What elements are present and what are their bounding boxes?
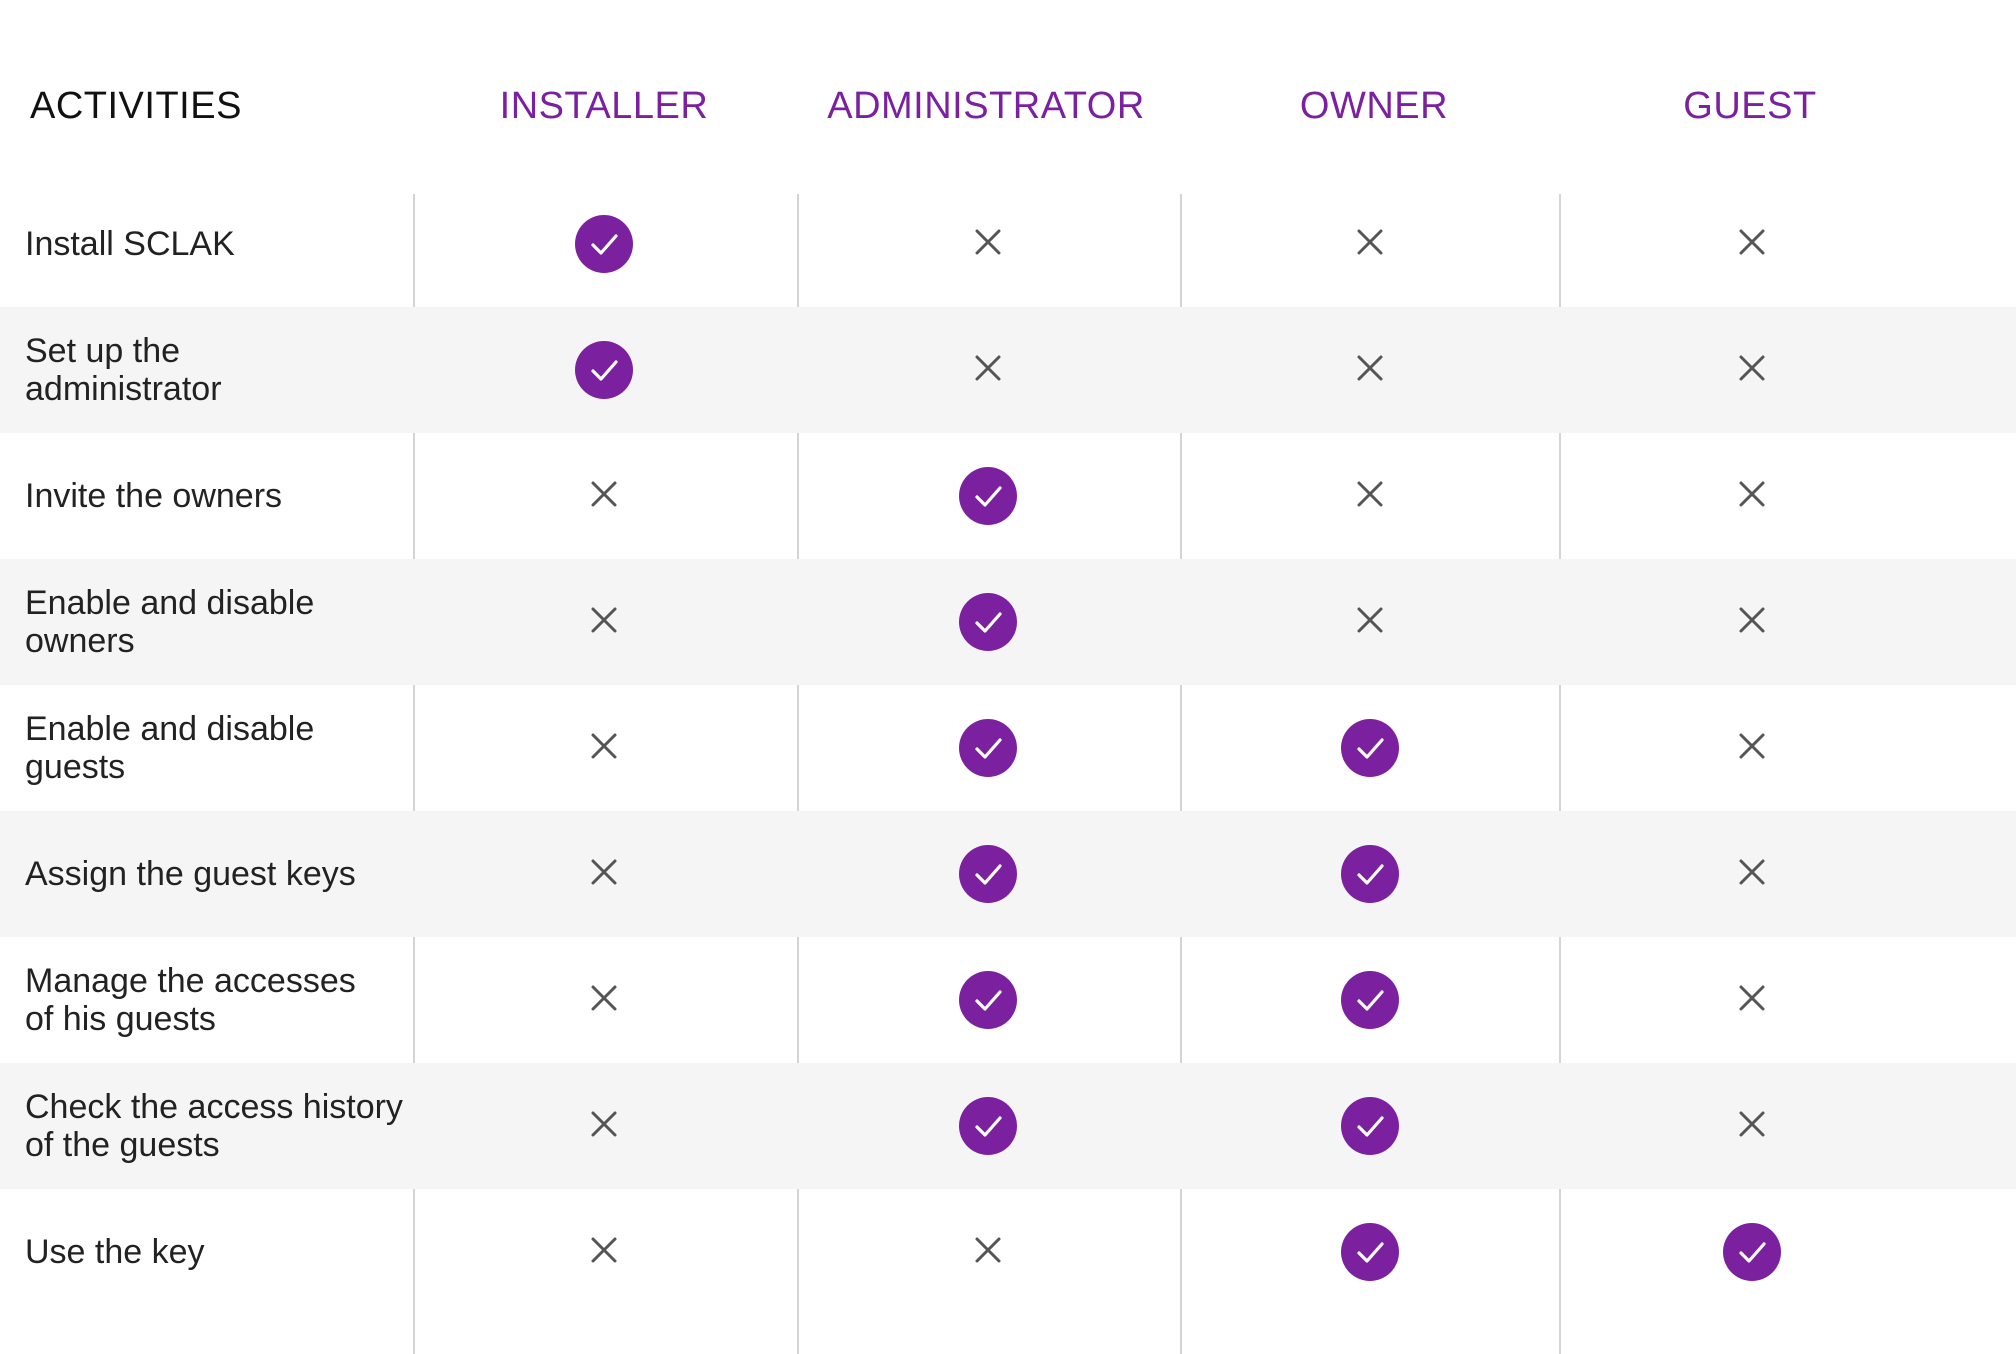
cross-mark: [971, 351, 1005, 390]
cross-mark: [1353, 477, 1387, 516]
cross-mark: [1353, 603, 1387, 642]
check-circle: [575, 215, 633, 273]
cross-mark: [1353, 351, 1387, 390]
cross-icon: [1722, 1096, 1782, 1156]
cross-icon: [574, 718, 634, 778]
activity-label: Install SCLAK: [25, 225, 235, 263]
activities-header: ACTIVITIES: [30, 85, 242, 127]
cross-icon: [574, 1096, 634, 1156]
check-circle: [1341, 719, 1399, 777]
check-circle: [959, 845, 1017, 903]
cross-mark: [971, 225, 1005, 264]
activity-label: Set up the administrator: [25, 332, 222, 408]
cross-mark: [1735, 1107, 1769, 1146]
cross-icon: [1722, 970, 1782, 1030]
cross-mark: [1735, 477, 1769, 516]
cross-icon: [574, 970, 634, 1030]
table-row: Use the key: [0, 1189, 2016, 1315]
cross-icon: [1722, 340, 1782, 400]
cross-icon: [574, 844, 634, 904]
check-icon: [1340, 1222, 1400, 1282]
check-icon: [958, 844, 1018, 904]
check-icon: [958, 466, 1018, 526]
check-icon: [1340, 718, 1400, 778]
cross-icon: [1340, 340, 1400, 400]
check-circle: [575, 341, 633, 399]
check-icon: [958, 1096, 1018, 1156]
installer-header: INSTALLER: [499, 85, 709, 127]
cross-mark: [971, 1233, 1005, 1272]
table-header: ACTIVITIES INSTALLER ADMINISTRATOR OWNER…: [0, 78, 2016, 134]
cross-icon: [1340, 466, 1400, 526]
cross-icon: [958, 340, 1018, 400]
activity-label: Enable and disable guests: [25, 710, 315, 786]
check-icon: [1340, 1096, 1400, 1156]
cross-icon: [958, 214, 1018, 274]
table-row: Invite the owners: [0, 433, 2016, 559]
cross-mark: [587, 1233, 621, 1272]
owner-header: OWNER: [1299, 85, 1449, 127]
table-row: Check the access history of the guests: [0, 1063, 2016, 1189]
table-row: Set up the administrator: [0, 307, 2016, 433]
cross-icon: [1722, 214, 1782, 274]
cross-mark: [587, 1107, 621, 1146]
guest-header: GUEST: [1683, 85, 1817, 127]
check-circle: [1341, 1223, 1399, 1281]
cross-icon: [574, 592, 634, 652]
cross-mark: [1353, 225, 1387, 264]
table-row: Manage the accesses of his guests: [0, 937, 2016, 1063]
check-circle: [1723, 1223, 1781, 1281]
check-circle: [959, 719, 1017, 777]
check-circle: [959, 467, 1017, 525]
activity-label: Check the access history of the guests: [25, 1088, 403, 1164]
cross-mark: [1735, 351, 1769, 390]
cross-icon: [1722, 466, 1782, 526]
administrator-header: ADMINISTRATOR: [827, 85, 1145, 127]
cross-mark: [587, 477, 621, 516]
check-icon: [958, 592, 1018, 652]
activity-label: Assign the guest keys: [25, 855, 356, 893]
cross-icon: [958, 1222, 1018, 1282]
table-row: Enable and disable guests: [0, 685, 2016, 811]
cross-icon: [1722, 718, 1782, 778]
check-circle: [1341, 971, 1399, 1029]
cross-mark: [587, 729, 621, 768]
permissions-table-body: Install SCLAK Set up the administrator Inv…: [0, 181, 2016, 1315]
cross-icon: [574, 1222, 634, 1282]
check-circle: [1341, 845, 1399, 903]
check-circle: [959, 1097, 1017, 1155]
check-icon: [1340, 970, 1400, 1030]
check-circle: [959, 593, 1017, 651]
cross-mark: [1735, 981, 1769, 1020]
cross-icon: [1340, 592, 1400, 652]
check-circle: [959, 971, 1017, 1029]
cross-mark: [587, 855, 621, 894]
cross-icon: [574, 466, 634, 526]
check-circle: [1341, 1097, 1399, 1155]
table-row: Install SCLAK: [0, 181, 2016, 307]
cross-mark: [1735, 855, 1769, 894]
check-icon: [958, 718, 1018, 778]
cross-mark: [587, 981, 621, 1020]
cross-icon: [1722, 592, 1782, 652]
check-icon: [574, 340, 634, 400]
cross-mark: [587, 603, 621, 642]
cross-mark: [1735, 603, 1769, 642]
activity-label: Invite the owners: [25, 477, 283, 515]
cross-icon: [1722, 844, 1782, 904]
cross-icon: [1340, 214, 1400, 274]
table-row: Enable and disable owners: [0, 559, 2016, 685]
check-icon: [1340, 844, 1400, 904]
table-row: Assign the guest keys: [0, 811, 2016, 937]
cross-mark: [1735, 225, 1769, 264]
activity-label: Manage the accesses of his guests: [25, 962, 356, 1038]
check-icon: [574, 214, 634, 274]
check-icon: [1722, 1222, 1782, 1282]
cross-mark: [1735, 729, 1769, 768]
check-icon: [958, 970, 1018, 1030]
activity-label: Use the key: [25, 1233, 205, 1271]
activity-label: Enable and disable owners: [25, 584, 315, 660]
